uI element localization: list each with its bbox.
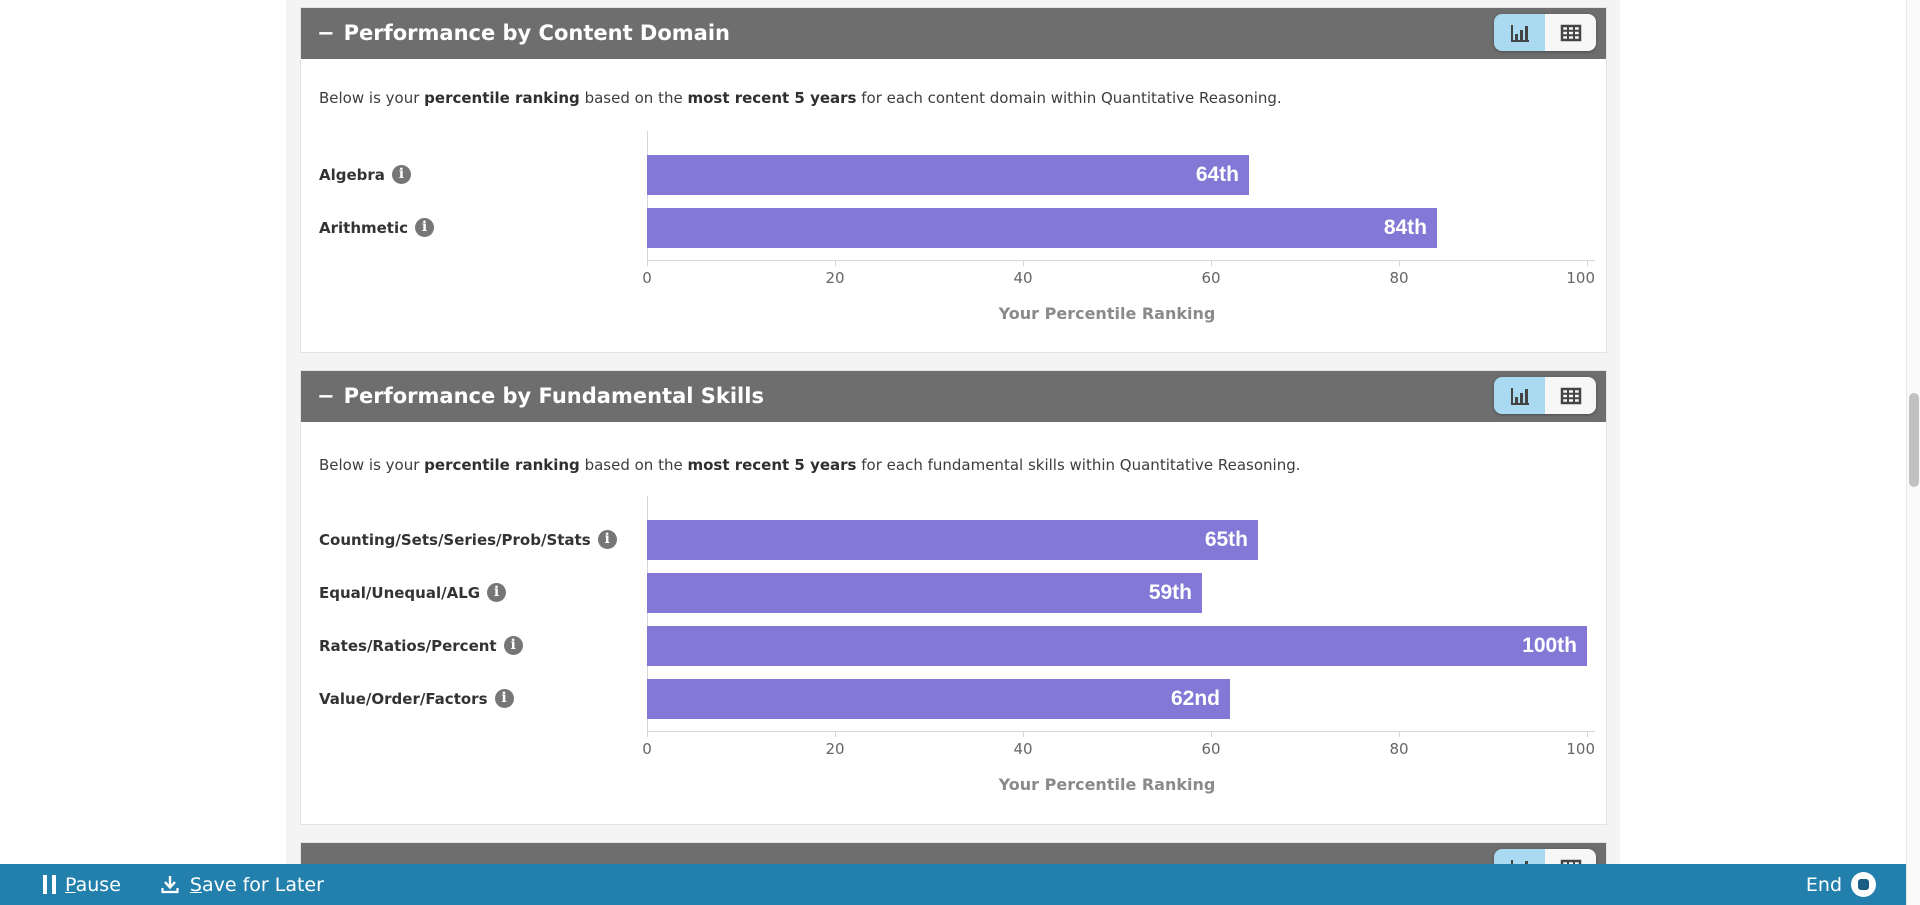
percentile-intro-text: Below is your percentile ranking based o… bbox=[319, 89, 1282, 107]
x-axis-tick bbox=[1399, 731, 1400, 737]
scrollbar-thumb[interactable] bbox=[1909, 393, 1919, 487]
bar-value-label: 64th bbox=[1195, 163, 1239, 186]
info-icon[interactable]: i bbox=[415, 217, 435, 237]
x-axis-line bbox=[647, 731, 1595, 732]
pause-icon bbox=[43, 875, 56, 894]
info-icon[interactable]: i bbox=[597, 529, 617, 549]
info-icon[interactable]: i bbox=[391, 164, 411, 184]
x-axis-tick-label: 20 bbox=[825, 740, 845, 758]
category-label: Arithmetic i bbox=[319, 208, 435, 248]
bar-value-label: 62nd bbox=[1170, 687, 1220, 710]
y-axis-line bbox=[647, 131, 648, 260]
table-view-button[interactable] bbox=[1545, 14, 1596, 51]
end-test-button[interactable]: End bbox=[1806, 872, 1876, 897]
x-axis-line bbox=[647, 260, 1595, 261]
percentile-bar-chart: Algebra i 64th Arithmetic i 84th 0 20 40 60 80 100 Y… bbox=[301, 8, 1606, 352]
panel-performance-by-fundamental-skills: − Performance by Fundamental Skills bbox=[300, 370, 1607, 825]
x-axis-tick bbox=[1023, 260, 1024, 266]
chart-table-view-toggle bbox=[1494, 14, 1596, 51]
x-axis-tick-label: 60 bbox=[1201, 269, 1221, 287]
panel-header: − Performance by Content Domain bbox=[301, 8, 1606, 59]
download-icon bbox=[161, 875, 179, 893]
panel-title: − Performance by Fundamental Skills bbox=[317, 371, 764, 422]
end-record-icon bbox=[1851, 872, 1876, 897]
chart-view-button[interactable] bbox=[1494, 377, 1545, 414]
bar-chart-icon bbox=[1510, 387, 1529, 405]
percentile-bar: 62nd bbox=[647, 679, 1230, 719]
x-axis-tick bbox=[835, 260, 836, 266]
x-axis-title: Your Percentile Ranking bbox=[998, 775, 1216, 794]
bar-value-label: 59th bbox=[1148, 581, 1192, 604]
collapse-icon[interactable]: − bbox=[317, 384, 335, 408]
x-axis-tick-label: 60 bbox=[1201, 740, 1221, 758]
x-axis-tick bbox=[1587, 731, 1588, 737]
pause-button[interactable]: Pause bbox=[43, 874, 121, 896]
panel-title: − Performance by Content Domain bbox=[317, 8, 730, 59]
vertical-scrollbar[interactable] bbox=[1906, 0, 1920, 905]
chart-view-button[interactable] bbox=[1494, 14, 1545, 51]
percentile-bar: 59th bbox=[647, 573, 1202, 613]
x-axis-tick-label: 40 bbox=[1013, 269, 1033, 287]
x-axis-tick bbox=[835, 731, 836, 737]
test-control-bar: Pause Save for Later End bbox=[0, 864, 1920, 905]
x-axis-tick bbox=[1399, 260, 1400, 266]
x-axis-tick-label: 20 bbox=[825, 269, 845, 287]
x-axis-tick bbox=[647, 260, 648, 266]
chart-table-view-toggle bbox=[1494, 377, 1596, 414]
table-view-button[interactable] bbox=[1545, 377, 1596, 414]
panel-header: − Performance by Fundamental Skills bbox=[301, 371, 1606, 422]
x-axis-tick-label: 100 bbox=[1566, 740, 1596, 758]
x-axis-tick bbox=[1211, 260, 1212, 266]
percentile-bar-chart: Counting/Sets/Series/Prob/Stats i 65th Equa… bbox=[301, 371, 1606, 824]
bar-value-label: 100th bbox=[1522, 634, 1577, 657]
table-icon bbox=[1560, 387, 1581, 404]
category-label: Value/Order/Factors i bbox=[319, 679, 514, 719]
x-axis-tick-label: 100 bbox=[1566, 269, 1596, 287]
y-axis-line bbox=[647, 496, 648, 731]
x-axis-tick bbox=[1211, 731, 1212, 737]
percentile-bar: 100th bbox=[647, 626, 1587, 666]
collapse-icon[interactable]: − bbox=[317, 21, 335, 45]
x-axis-tick bbox=[1023, 731, 1024, 737]
save-for-later-button[interactable]: Save for Later bbox=[159, 874, 324, 896]
x-axis-tick-label: 0 bbox=[642, 740, 652, 758]
x-axis-tick-label: 0 bbox=[642, 269, 652, 287]
info-icon[interactable]: i bbox=[494, 688, 514, 708]
percentile-bar: 84th bbox=[647, 208, 1437, 248]
info-icon[interactable]: i bbox=[487, 582, 507, 602]
percentile-bar: 64th bbox=[647, 155, 1249, 195]
category-label: Equal/Unequal/ALG i bbox=[319, 573, 507, 613]
category-label: Counting/Sets/Series/Prob/Stats i bbox=[319, 520, 617, 560]
bar-value-label: 84th bbox=[1383, 216, 1427, 239]
bar-value-label: 65th bbox=[1204, 528, 1248, 551]
x-axis-tick bbox=[647, 731, 648, 737]
category-label: Rates/Ratios/Percent i bbox=[319, 626, 523, 666]
percentile-intro-text: Below is your percentile ranking based o… bbox=[319, 456, 1301, 474]
percentile-bar: 65th bbox=[647, 520, 1258, 560]
category-label: Algebra i bbox=[319, 155, 411, 195]
x-axis-tick bbox=[1587, 260, 1588, 266]
x-axis-tick-label: 80 bbox=[1389, 269, 1409, 287]
table-icon bbox=[1560, 24, 1581, 41]
bar-chart-icon bbox=[1510, 24, 1529, 42]
panel-performance-by-content-domain: − Performance by Content Domain bbox=[300, 7, 1607, 353]
x-axis-tick-label: 80 bbox=[1389, 740, 1409, 758]
x-axis-title: Your Percentile Ranking bbox=[998, 304, 1216, 323]
x-axis-tick-label: 40 bbox=[1013, 740, 1033, 758]
info-icon[interactable]: i bbox=[503, 635, 523, 655]
